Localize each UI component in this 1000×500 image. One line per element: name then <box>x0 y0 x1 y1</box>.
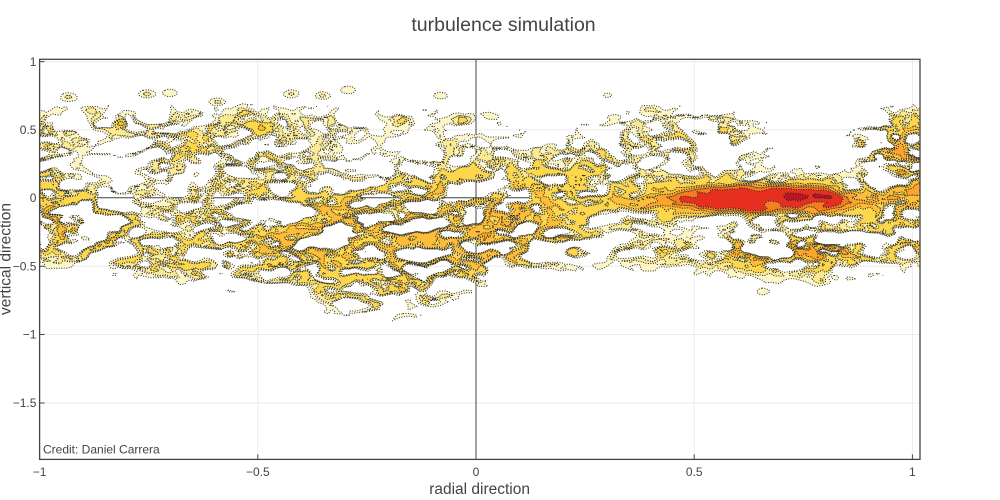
svg-text:0: 0 <box>473 465 480 479</box>
svg-text:−1: −1 <box>33 465 47 479</box>
svg-text:−0.5: −0.5 <box>13 260 37 274</box>
svg-text:turbulence simulation: turbulence simulation <box>411 14 595 36</box>
svg-text:vertical direction: vertical direction <box>0 203 15 315</box>
svg-text:Credit: Daniel Carrera: Credit: Daniel Carrera <box>43 443 160 457</box>
svg-text:−1: −1 <box>23 328 37 342</box>
svg-text:radial direction: radial direction <box>429 481 530 498</box>
svg-text:−0.5: −0.5 <box>246 465 270 479</box>
svg-text:0.5: 0.5 <box>686 465 703 479</box>
svg-text:1: 1 <box>30 55 37 69</box>
svg-text:−1.5: −1.5 <box>13 396 37 410</box>
svg-text:0.5: 0.5 <box>20 123 37 137</box>
svg-text:1: 1 <box>909 465 916 479</box>
svg-text:0: 0 <box>30 191 37 205</box>
